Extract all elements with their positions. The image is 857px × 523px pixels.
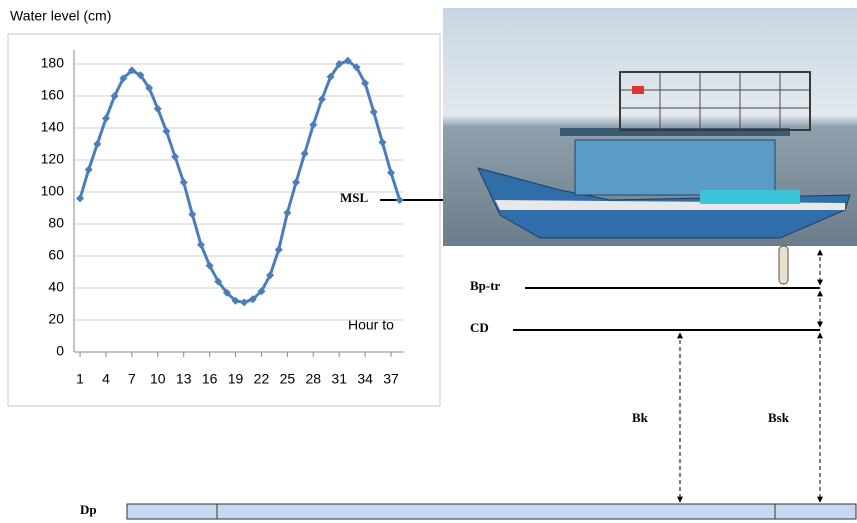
x-tick-label: 25 <box>280 371 296 387</box>
y-tick-label: 40 <box>48 279 64 295</box>
y-tick-label: 180 <box>41 55 65 71</box>
y-tick-label: 140 <box>41 119 65 135</box>
bsk-label: Bsk <box>768 410 790 425</box>
y-tick-label: 100 <box>41 183 65 199</box>
y-tick-label: 20 <box>48 311 64 327</box>
sensor <box>779 246 788 284</box>
x-tick-label: 7 <box>128 371 136 387</box>
x-tick-label: 34 <box>357 371 373 387</box>
x-tick-label: 31 <box>331 371 347 387</box>
seabed-bar <box>127 504 856 519</box>
y-tick-label: 80 <box>48 215 64 231</box>
y-tick-label: 120 <box>41 151 65 167</box>
boat-photo <box>443 8 857 246</box>
y-tick-label: 0 <box>56 343 64 359</box>
dp-label: Dp <box>80 502 97 517</box>
bp-tr-label: Bp-tr <box>470 278 501 293</box>
x-tick-label: 10 <box>150 371 166 387</box>
x-tick-label: 28 <box>306 371 322 387</box>
bk-label: Bk <box>632 410 649 425</box>
chart-title: Water level (cm) <box>10 8 111 24</box>
x-tick-label: 13 <box>176 371 192 387</box>
x-tick-label: 22 <box>254 371 270 387</box>
x-tick-label: 37 <box>383 371 399 387</box>
x-tick-label: 4 <box>102 371 110 387</box>
x-axis-label: Hour to <box>348 317 394 333</box>
x-tick-label: 19 <box>228 371 244 387</box>
figure: Water level (cm) Hour to MSL Bp-tr CD Bk… <box>0 0 857 523</box>
y-tick-label: 60 <box>48 247 64 263</box>
cd-label: CD <box>470 320 489 335</box>
chart-frame <box>8 34 440 406</box>
y-tick-label: 160 <box>41 87 65 103</box>
x-tick-label: 16 <box>202 371 218 387</box>
x-tick-label: 1 <box>76 371 84 387</box>
